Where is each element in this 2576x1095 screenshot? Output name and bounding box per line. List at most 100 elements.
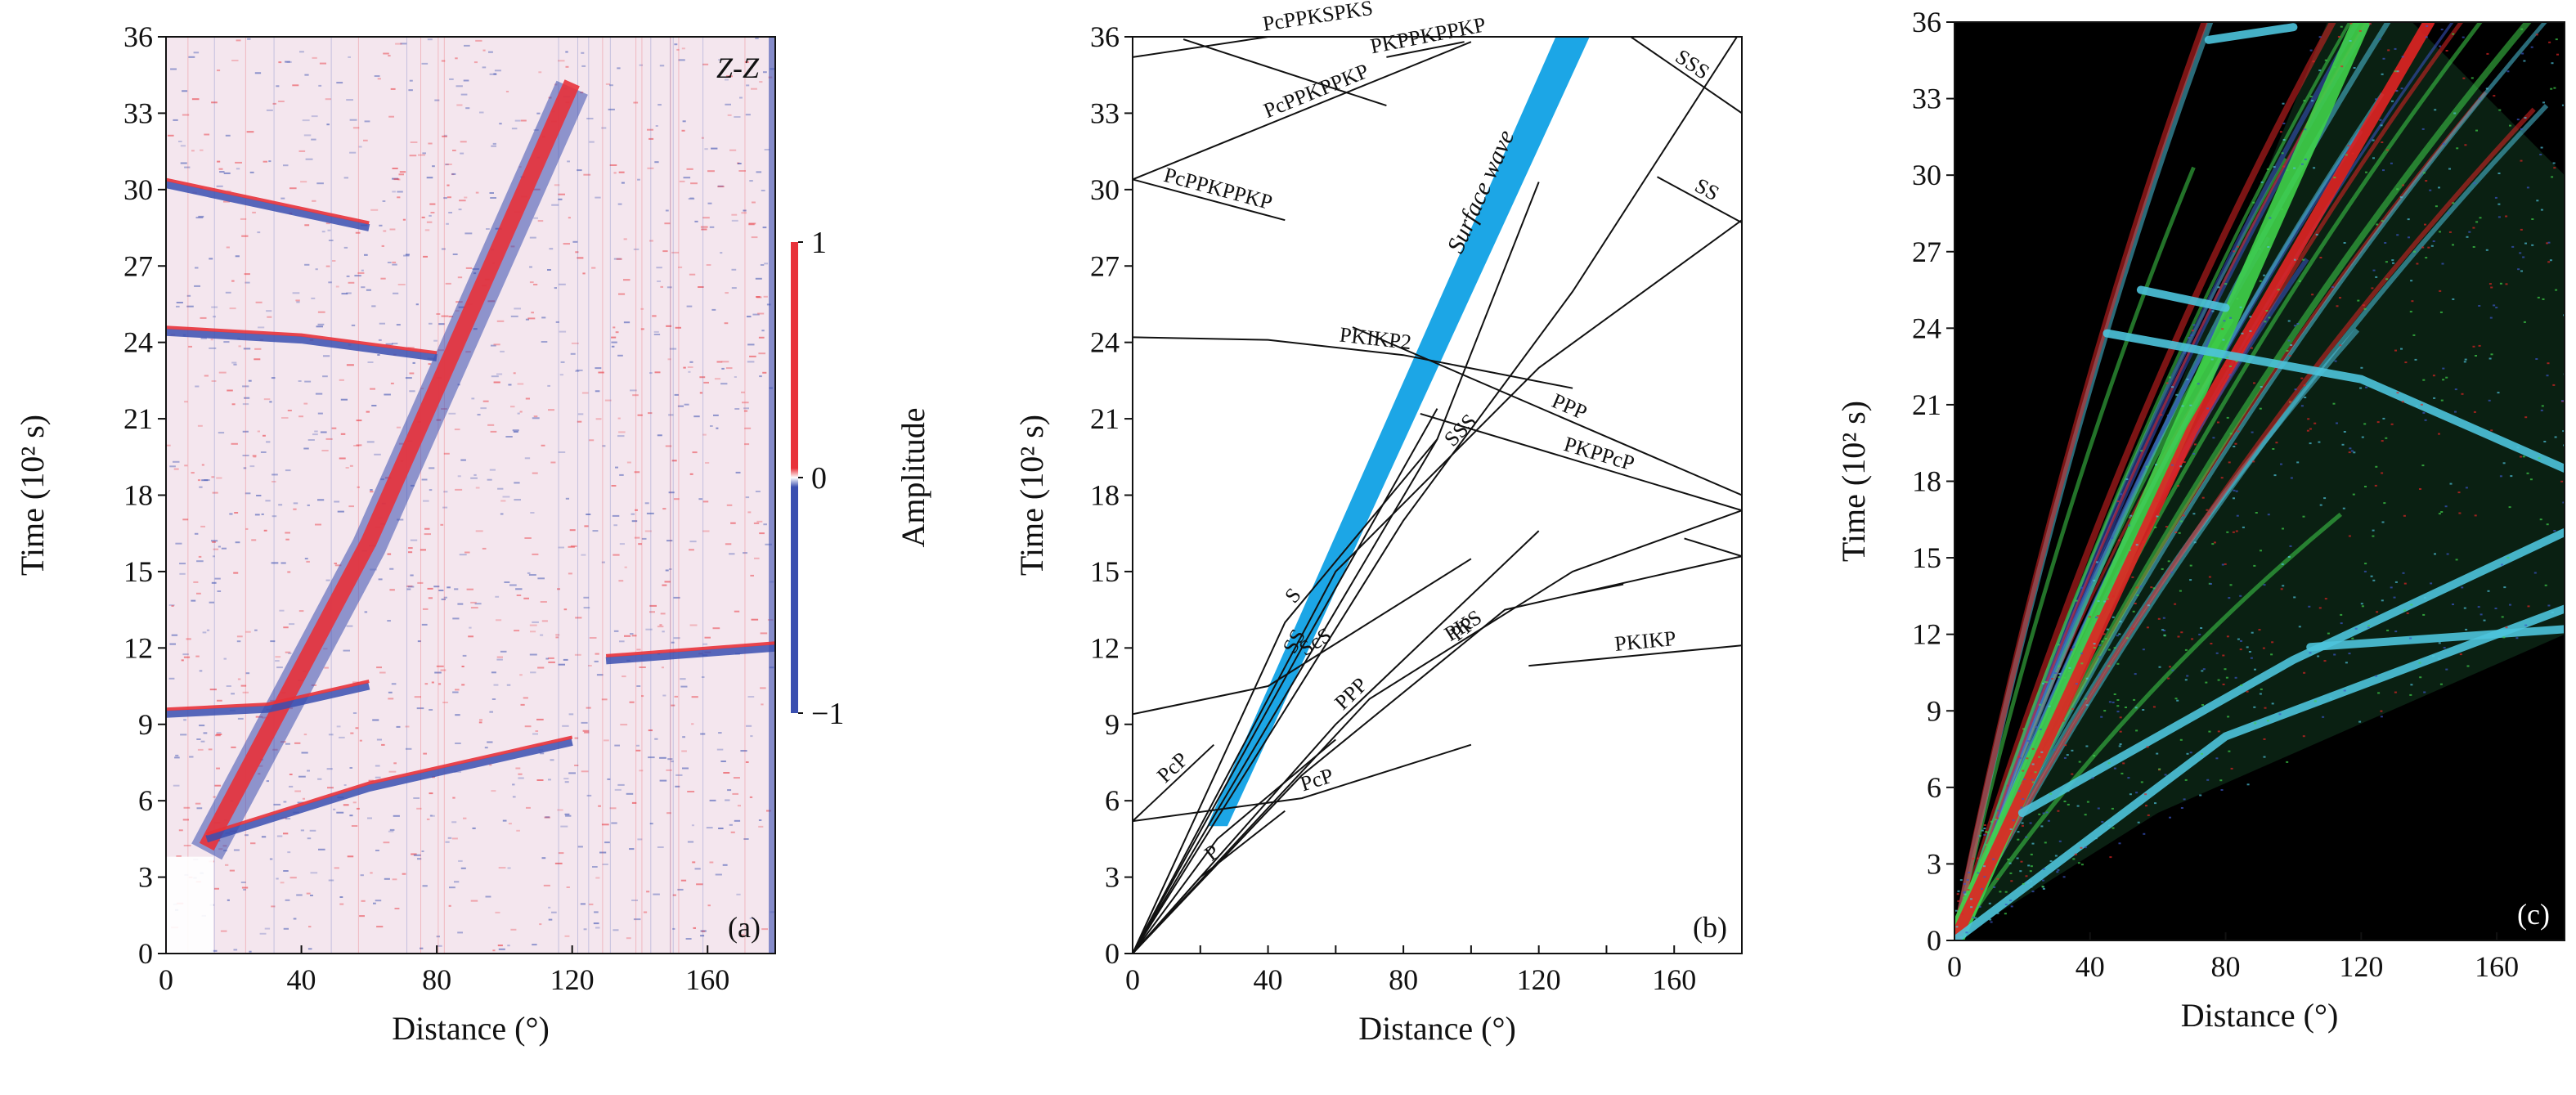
speckle (2462, 36, 2465, 38)
noise-mark (595, 927, 600, 929)
speckle (2273, 166, 2276, 168)
noise-mark (317, 412, 323, 415)
noise-mark (702, 433, 707, 436)
noise-mark (548, 779, 551, 781)
noise-mark (298, 415, 303, 418)
noise-mark (565, 51, 568, 53)
speckle (2085, 704, 2089, 707)
noise-mark (195, 655, 200, 657)
speckle (2463, 361, 2466, 363)
noise-mark (634, 471, 640, 473)
panel-b-traveltime-curves: Surface wavePcPPKSPKSPKPPKPPKPPcPPKPPKPP… (1013, 0, 1743, 1047)
speckle (2516, 447, 2520, 449)
noise-mark (657, 280, 661, 282)
speckle (2169, 816, 2171, 819)
noise-mark (562, 725, 569, 727)
noise-mark (424, 683, 429, 685)
speckle (2022, 798, 2025, 800)
speckle (2111, 536, 2114, 539)
speckle (2113, 693, 2116, 695)
noise-mark (204, 375, 209, 377)
speckle (2106, 628, 2109, 631)
noise-mark (749, 355, 756, 357)
noise-mark (280, 562, 286, 564)
noise-mark (231, 442, 238, 445)
speckle (2186, 752, 2189, 755)
noise-mark (604, 399, 612, 402)
speckle (2351, 152, 2354, 155)
noise-mark (216, 185, 223, 187)
noise-mark (714, 378, 720, 380)
noise-mark (547, 384, 550, 387)
noise-mark (170, 68, 177, 70)
speckle (2146, 626, 2149, 629)
speckle (2303, 100, 2306, 102)
speckle (2409, 637, 2412, 639)
speckle (2194, 382, 2197, 384)
noise-mark (577, 257, 584, 259)
speckle (2189, 579, 2192, 581)
speckle (2434, 553, 2436, 555)
noise-mark (677, 888, 684, 891)
speckle (2282, 585, 2285, 587)
speckle (2223, 320, 2226, 322)
noise-mark (545, 816, 550, 819)
noise-mark (675, 326, 681, 329)
speckle (2289, 545, 2292, 547)
noise-mark (668, 568, 672, 570)
speckle (2464, 144, 2467, 146)
speckle (2452, 33, 2455, 35)
speckle (2058, 676, 2061, 678)
noise-mark (289, 877, 297, 879)
speckle (2562, 430, 2565, 433)
noise-mark (602, 445, 606, 447)
noise-mark (420, 947, 424, 949)
noise-mark (432, 165, 435, 168)
noise-mark (475, 487, 480, 489)
noise-mark (352, 127, 360, 129)
speckle (2303, 384, 2306, 387)
noise-mark (454, 588, 459, 590)
noise-mark (533, 217, 538, 219)
noise-mark (702, 643, 708, 645)
speckle (2506, 70, 2510, 73)
noise-mark (613, 630, 619, 632)
arrival-3-negative (165, 181, 370, 231)
noise-mark (700, 226, 708, 228)
speckle (2407, 218, 2410, 221)
noise-mark (212, 541, 216, 543)
speckle (2208, 730, 2211, 733)
speckle (2403, 609, 2407, 612)
speckle (2365, 171, 2367, 173)
noise-mark (678, 59, 685, 61)
speckle (2400, 88, 2403, 90)
noise-mark (364, 611, 368, 613)
noise-mark (582, 272, 586, 275)
curve-sss (1133, 219, 1742, 954)
noise-mark (668, 414, 674, 416)
noise-mark (200, 149, 204, 151)
noise-mark (524, 457, 531, 460)
noise-mark (457, 931, 463, 934)
speckle (2136, 594, 2139, 596)
speckle (2466, 665, 2470, 667)
noise-mark (367, 361, 374, 363)
noise-mark (335, 285, 339, 288)
noise-mark (752, 313, 760, 316)
speckle (2465, 628, 2468, 631)
noise-mark (547, 269, 551, 271)
speckle (2010, 880, 2013, 882)
speckle (2264, 707, 2267, 709)
noise-mark (318, 84, 322, 87)
noise-mark (184, 464, 188, 467)
noise-mark (276, 85, 280, 88)
noise-mark (195, 267, 199, 269)
noise-mark (675, 785, 680, 788)
noise-mark (254, 72, 262, 74)
noise-mark (223, 341, 230, 343)
speckle (2113, 767, 2116, 770)
fan-trace (1954, 22, 2367, 940)
speckle (2095, 616, 2098, 618)
noise-mark (511, 128, 518, 130)
noise-mark (497, 487, 504, 490)
